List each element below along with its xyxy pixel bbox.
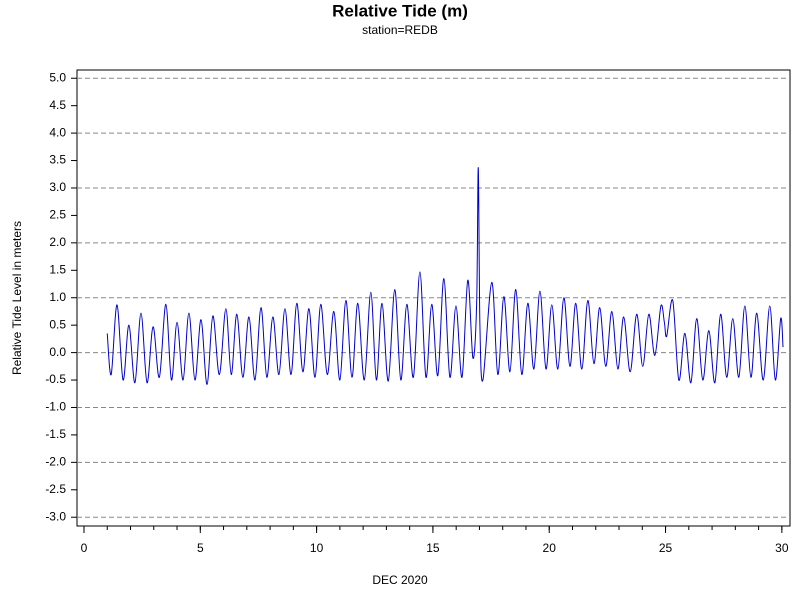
y-tick-label: -3.0 [45, 509, 66, 523]
y-tick-label: 2.5 [49, 208, 66, 222]
y-tick-label: -2.5 [45, 482, 66, 496]
x-tick-label: 5 [197, 541, 204, 555]
x-tick-label: 10 [310, 541, 324, 555]
x-tick-label: 25 [659, 541, 673, 555]
x-axis-label: DEC 2020 [372, 573, 428, 587]
x-tick-label: 0 [81, 541, 88, 555]
y-tick-label: -2.0 [45, 455, 66, 469]
y-tick-label: 0.0 [49, 345, 66, 359]
y-tick-label: -0.5 [45, 372, 66, 386]
y-tick-label: 2.0 [49, 235, 66, 249]
y-tick-label: 5.0 [49, 70, 66, 84]
y-tick-label: 3.0 [49, 180, 66, 194]
y-tick-label: -1.5 [45, 427, 66, 441]
chart-title: Relative Tide (m) [332, 1, 468, 20]
y-tick-label: 1.0 [49, 290, 66, 304]
y-tick-label: -1.0 [45, 400, 66, 414]
y-tick-label: 4.5 [49, 98, 66, 112]
x-tick-label: 30 [775, 541, 789, 555]
chart-subtitle: station=REDB [362, 23, 438, 37]
x-tick-label: 15 [426, 541, 440, 555]
y-tick-label: 1.5 [49, 262, 66, 276]
y-tick-label: 3.5 [49, 153, 66, 167]
tide-line [106, 167, 784, 385]
y-tick-label: 0.5 [49, 317, 66, 331]
y-tick-label: 4.0 [49, 125, 66, 139]
y-axis-label: Relative Tide Level in meters [10, 221, 24, 375]
x-tick-label: 20 [543, 541, 557, 555]
